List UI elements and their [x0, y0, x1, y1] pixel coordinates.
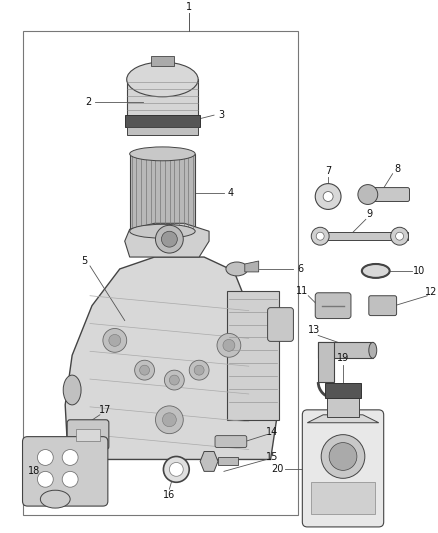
Circle shape	[155, 225, 183, 253]
Bar	[125, 115, 200, 127]
FancyBboxPatch shape	[369, 296, 396, 316]
Circle shape	[155, 406, 183, 434]
Circle shape	[170, 463, 183, 477]
Text: 19: 19	[337, 353, 349, 364]
Text: 20: 20	[271, 464, 284, 474]
Text: 1: 1	[186, 2, 192, 12]
Circle shape	[37, 449, 53, 465]
Circle shape	[329, 442, 357, 470]
Circle shape	[311, 227, 329, 245]
Circle shape	[391, 227, 409, 245]
Circle shape	[140, 365, 149, 375]
Circle shape	[189, 360, 209, 380]
Polygon shape	[125, 223, 209, 257]
Bar	[22, 31, 298, 515]
Bar	[311, 482, 375, 514]
Ellipse shape	[130, 224, 195, 238]
Bar	[151, 55, 174, 66]
Bar	[218, 457, 238, 465]
FancyBboxPatch shape	[215, 435, 247, 448]
Circle shape	[164, 370, 184, 390]
Ellipse shape	[369, 342, 377, 358]
Text: 4: 4	[228, 188, 234, 198]
Circle shape	[323, 191, 333, 201]
Circle shape	[217, 334, 241, 357]
Text: 9: 9	[367, 209, 373, 220]
Circle shape	[316, 232, 324, 240]
Text: 13: 13	[308, 326, 320, 335]
Bar	[148, 236, 177, 246]
FancyBboxPatch shape	[67, 420, 109, 449]
Polygon shape	[65, 257, 276, 459]
Text: 6: 6	[297, 264, 304, 274]
Circle shape	[163, 456, 189, 482]
Circle shape	[62, 449, 78, 465]
FancyBboxPatch shape	[268, 308, 293, 341]
Ellipse shape	[63, 375, 81, 405]
Text: 18: 18	[28, 466, 41, 477]
Text: 7: 7	[325, 166, 331, 176]
Text: 17: 17	[99, 405, 111, 415]
Circle shape	[396, 232, 403, 240]
Circle shape	[315, 183, 341, 209]
Ellipse shape	[130, 147, 195, 161]
Circle shape	[223, 340, 235, 351]
Text: 3: 3	[218, 110, 224, 120]
Bar	[127, 127, 198, 135]
Circle shape	[103, 328, 127, 352]
Text: 10: 10	[413, 266, 426, 276]
FancyBboxPatch shape	[366, 188, 410, 201]
Ellipse shape	[127, 62, 198, 97]
Polygon shape	[200, 451, 218, 471]
Bar	[130, 154, 195, 231]
FancyBboxPatch shape	[315, 293, 351, 319]
Ellipse shape	[226, 262, 248, 276]
Text: 2: 2	[85, 97, 91, 107]
Text: 8: 8	[395, 164, 401, 174]
Circle shape	[162, 231, 177, 247]
Circle shape	[109, 334, 121, 346]
Circle shape	[162, 413, 177, 427]
Bar	[313, 232, 407, 240]
Bar	[227, 291, 279, 420]
Text: 16: 16	[163, 490, 176, 500]
Ellipse shape	[40, 490, 70, 508]
Bar	[325, 383, 361, 398]
Bar	[127, 79, 198, 117]
Text: 14: 14	[266, 427, 279, 437]
Text: 15: 15	[266, 453, 279, 463]
Bar	[318, 342, 334, 382]
Circle shape	[194, 365, 204, 375]
Text: 5: 5	[81, 256, 87, 266]
Ellipse shape	[362, 264, 390, 278]
Polygon shape	[307, 415, 379, 423]
Polygon shape	[245, 261, 259, 272]
Bar	[76, 429, 100, 441]
Circle shape	[358, 184, 378, 205]
Circle shape	[62, 471, 78, 487]
Circle shape	[321, 434, 365, 478]
Bar	[327, 397, 359, 417]
FancyBboxPatch shape	[22, 437, 108, 506]
Circle shape	[134, 360, 155, 380]
Bar	[318, 342, 373, 358]
Text: 12: 12	[425, 287, 438, 297]
Text: 11: 11	[296, 286, 308, 296]
Circle shape	[37, 471, 53, 487]
Circle shape	[170, 375, 179, 385]
FancyBboxPatch shape	[302, 410, 384, 527]
